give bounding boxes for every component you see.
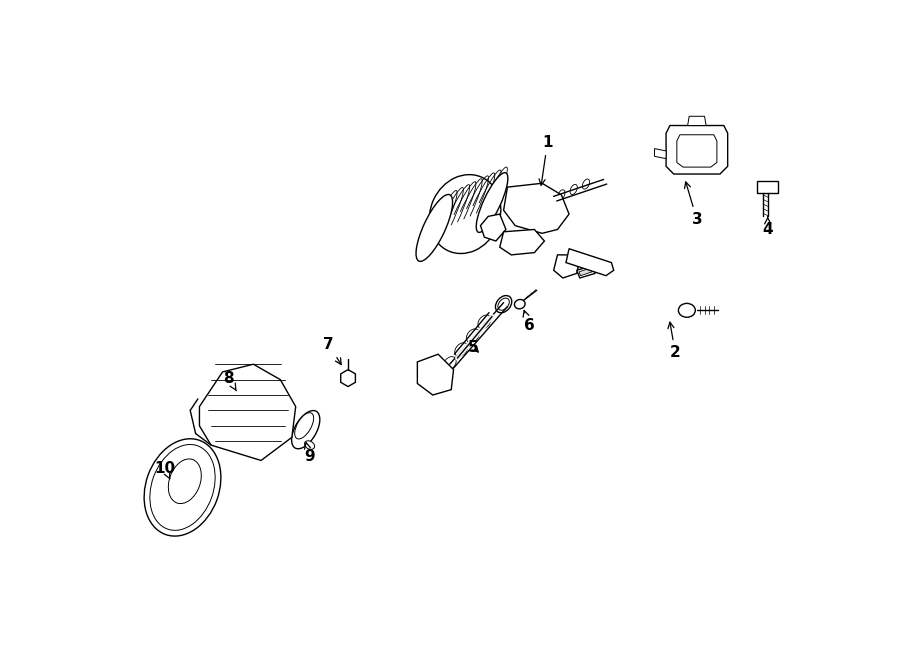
Ellipse shape <box>436 367 441 372</box>
Ellipse shape <box>168 459 202 504</box>
Ellipse shape <box>570 184 577 194</box>
Polygon shape <box>504 183 569 233</box>
Polygon shape <box>579 268 592 276</box>
Text: 4: 4 <box>762 216 773 237</box>
Ellipse shape <box>416 194 453 261</box>
Ellipse shape <box>515 210 523 218</box>
Text: 8: 8 <box>223 371 237 391</box>
Text: 6: 6 <box>523 311 535 333</box>
Polygon shape <box>677 135 717 167</box>
Polygon shape <box>481 214 506 241</box>
Ellipse shape <box>558 190 565 200</box>
Ellipse shape <box>144 439 220 536</box>
Polygon shape <box>688 116 706 126</box>
Polygon shape <box>654 149 666 159</box>
Ellipse shape <box>490 225 498 233</box>
Ellipse shape <box>466 329 479 342</box>
Polygon shape <box>500 229 544 255</box>
Polygon shape <box>566 249 614 276</box>
Polygon shape <box>341 369 356 387</box>
Text: 5: 5 <box>468 340 479 355</box>
Ellipse shape <box>454 343 468 356</box>
Ellipse shape <box>149 444 215 530</box>
Ellipse shape <box>495 295 512 313</box>
Ellipse shape <box>476 173 508 233</box>
Polygon shape <box>666 126 728 174</box>
Ellipse shape <box>444 356 456 370</box>
Polygon shape <box>577 266 595 278</box>
Polygon shape <box>554 255 579 278</box>
Text: 2: 2 <box>668 322 680 360</box>
Ellipse shape <box>541 198 551 207</box>
Ellipse shape <box>582 179 590 189</box>
Ellipse shape <box>527 237 534 245</box>
Ellipse shape <box>487 217 493 223</box>
Ellipse shape <box>429 175 500 254</box>
Text: 1: 1 <box>539 135 553 185</box>
Ellipse shape <box>679 303 696 317</box>
Ellipse shape <box>427 379 434 385</box>
Ellipse shape <box>434 366 443 373</box>
Ellipse shape <box>294 412 313 439</box>
Ellipse shape <box>304 441 315 449</box>
Ellipse shape <box>478 315 491 329</box>
Ellipse shape <box>515 238 524 247</box>
Text: 9: 9 <box>304 443 315 464</box>
Text: 7: 7 <box>323 338 341 365</box>
Text: 10: 10 <box>154 461 176 479</box>
Ellipse shape <box>689 143 705 159</box>
Polygon shape <box>418 354 454 395</box>
Polygon shape <box>200 364 296 461</box>
Ellipse shape <box>524 202 537 215</box>
Ellipse shape <box>498 298 509 310</box>
Ellipse shape <box>292 410 320 449</box>
Text: 3: 3 <box>685 182 702 227</box>
Ellipse shape <box>515 299 525 309</box>
Polygon shape <box>757 181 778 193</box>
